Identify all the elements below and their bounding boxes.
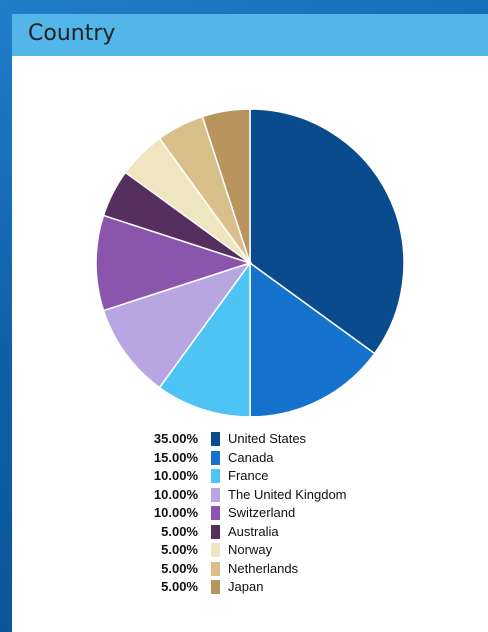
panel-title: Country	[28, 21, 116, 46]
pie-slice-the-united-kingdom[interactable]	[102, 261, 252, 389]
legend-swatch	[211, 543, 220, 557]
country-panel: Country 35.00% United States 15.00% Canada 1…	[12, 14, 488, 632]
pie-slice-japan[interactable]	[201, 108, 251, 264]
legend-percent: 5.00%	[161, 579, 198, 594]
legend-label: Switzerland	[228, 505, 296, 520]
legend-swatch	[211, 469, 220, 483]
legend-swatch	[211, 524, 220, 539]
legend-label: Netherlands	[228, 560, 299, 576]
legend-label: Japan	[228, 579, 264, 594]
legend-percent: 5.00%	[161, 560, 198, 576]
legend-swatch	[211, 580, 220, 594]
legend-swatch	[211, 487, 220, 502]
legend-swatch	[211, 432, 220, 446]
legend-percent: 10.00%	[153, 505, 198, 520]
legend-swatch	[211, 450, 220, 465]
pie-slice-france[interactable]	[158, 260, 251, 416]
legend-percent: 10.00%	[153, 468, 198, 483]
legend-label: France	[228, 468, 269, 483]
pie-slice-switzerland[interactable]	[95, 214, 253, 312]
legend-percent: 5.00%	[161, 542, 198, 557]
legend-swatch	[211, 561, 220, 576]
pie-chart	[95, 108, 405, 416]
pie-slice-canada[interactable]	[249, 261, 376, 416]
legend-label: Australia	[228, 523, 279, 539]
legend-swatch	[211, 506, 220, 520]
legend-percent: 15.00%	[153, 449, 198, 465]
legend-percent: 5.00%	[161, 523, 198, 539]
legend-label: The United Kingdom	[228, 486, 347, 502]
legend-percent: 10.00%	[153, 486, 198, 502]
panel-header: Country	[12, 14, 488, 56]
pie-slice-united-states[interactable]	[249, 108, 405, 355]
legend-label: Canada	[228, 449, 274, 465]
legend-label: United States	[228, 431, 307, 446]
legend-percent: 35.00%	[153, 431, 198, 446]
legend-label: Norway	[228, 542, 273, 557]
